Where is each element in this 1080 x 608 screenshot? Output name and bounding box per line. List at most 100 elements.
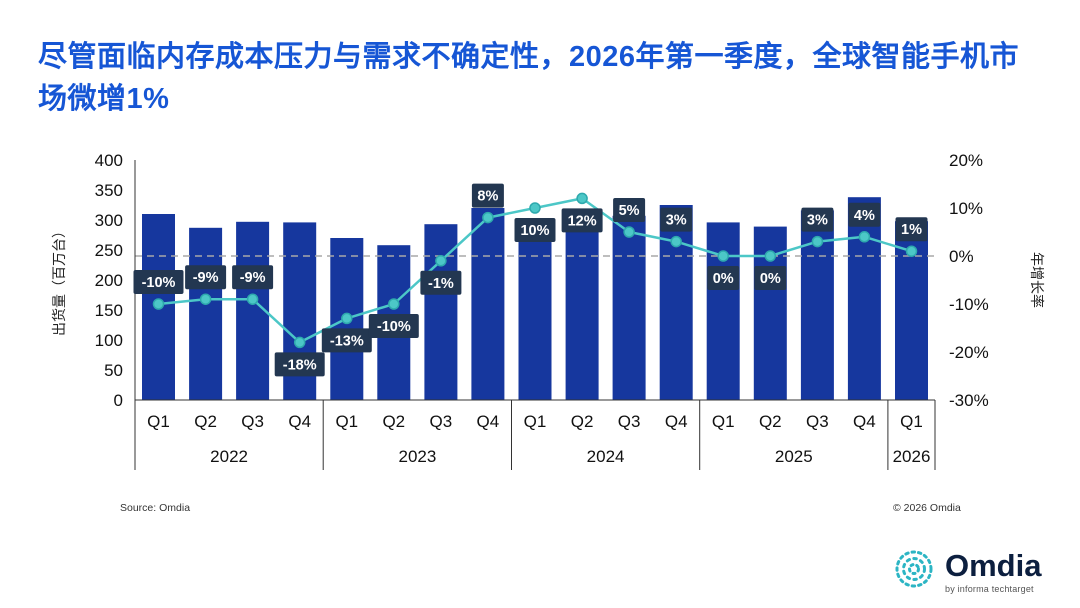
growth-line-marker [435,255,447,267]
x-axis-quarter-label: Q1 [335,412,358,431]
growth-label: 3% [801,207,834,232]
x-axis-year-label: 2023 [398,447,436,466]
svg-text:-13%: -13% [330,333,364,349]
x-axis-quarter-label: Q2 [759,412,782,431]
x-axis-quarter-label: Q2 [571,412,594,431]
x-axis-quarter-label: Q1 [900,412,923,431]
shipment-bar [518,222,552,400]
x-axis-quarter-label: Q3 [241,412,264,431]
y-axis-right-tick: 0% [949,247,974,266]
growth-line-marker [152,298,165,310]
growth-line-marker [717,250,729,262]
svg-text:-9%: -9% [193,270,219,286]
growth-label: -1% [420,270,462,295]
growth-line-marker [199,293,212,305]
x-axis-quarter-label: Q4 [665,412,688,431]
growth-line-marker [858,231,871,243]
svg-text:-1%: -1% [428,276,454,292]
y-axis-left-tick: 250 [95,241,123,260]
growth-label: -10% [368,314,419,338]
x-axis-quarter-label: Q4 [853,412,876,431]
growth-label: -18% [274,352,325,377]
y-axis-left-tick: 50 [104,361,123,380]
y-axis-right-tick: 10% [949,199,983,218]
growth-label: 0% [707,266,740,290]
y-axis-right-title: 年增长率 [1029,252,1045,308]
x-axis-quarter-label: Q1 [524,412,547,431]
x-axis-quarter-label: Q2 [382,412,405,431]
y-axis-right-tick: -20% [949,343,989,362]
svg-text:8%: 8% [477,189,498,205]
growth-line-marker [576,192,588,205]
growth-line-marker [293,336,306,349]
y-axis-left-tick: 150 [95,301,123,320]
growth-line-marker [246,293,259,305]
x-axis-quarter-label: Q3 [618,412,641,431]
svg-text:10%: 10% [520,223,549,239]
svg-text:0%: 0% [760,271,781,287]
shipment-bar [612,215,646,400]
y-axis-right-tick: -10% [949,295,989,314]
growth-line-marker [529,202,541,214]
growth-label: 3% [660,207,693,232]
shipment-bar [847,197,881,400]
x-axis-quarter-label: Q1 [712,412,735,431]
x-axis-quarter-label: Q3 [430,412,453,431]
growth-label: 4% [848,202,881,227]
growth-label: 0% [754,266,787,290]
x-axis-year-label: 2025 [775,447,813,466]
copyright-note: © 2026 Omdia [893,502,961,514]
svg-text:3%: 3% [666,213,687,229]
growth-label: 8% [471,183,504,208]
shipment-bar [706,222,740,400]
shipment-bar [189,227,223,400]
svg-text:1%: 1% [901,222,922,238]
growth-label: 1% [895,217,928,242]
svg-text:-10%: -10% [377,319,411,335]
svg-text:4%: 4% [854,208,875,224]
omdia-logo: Omdia by informa techtarget [893,548,1041,595]
x-axis-quarter-label: Q3 [806,412,829,431]
page-title: 尽管面临内存成本压力与需求不确定性，2026年第一季度，全球智能手机市场微增1% [38,41,1020,116]
growth-line-marker [764,250,777,262]
x-axis-quarter-label: Q4 [288,412,311,431]
growth-label: 10% [514,218,556,242]
x-axis-year-label: 2026 [893,447,931,466]
growth-line-marker [482,211,494,224]
omdia-logo-wordmark: Omdia [945,547,1042,583]
growth-label: 12% [561,208,603,233]
y-axis-left-title: 出货量（百万台） [51,224,67,336]
shipment-bar [471,208,505,400]
svg-text:0%: 0% [713,271,734,287]
chart: 0 50 100 150 200 250 300 350 400 20% 10% 0% -10% -20%… [51,151,1045,470]
growth-line-marker [905,245,918,257]
y-axis-left-tick: 100 [95,331,123,350]
shipment-bar [659,205,693,400]
svg-text:-9%: -9% [240,270,266,286]
y-axis-left-tick: 400 [95,151,123,170]
growth-label: -10% [133,270,184,294]
y-axis-left-tick: 300 [95,211,123,230]
growth-line-marker [388,298,400,310]
growth-label: -13% [321,328,372,353]
growth-line-marker [670,235,682,248]
growth-line-marker [341,312,353,325]
x-axis-quarter-label: Q2 [194,412,217,431]
source-note: Source: Omdia [120,502,191,514]
y-axis-left-tick: 350 [95,181,123,200]
omdia-logo-tagline: by informa techtarget [945,583,1034,594]
svg-text:5%: 5% [619,203,640,219]
growth-label: 5% [613,198,646,222]
growth-line-marker [623,226,635,238]
x-axis-year-label: 2022 [210,447,248,466]
growth-line-marker [811,235,824,248]
growth-label: -9% [232,265,274,290]
x-axis-year-label: 2024 [587,447,625,466]
svg-text:3%: 3% [807,213,828,229]
growth-label: -9% [185,265,227,290]
svg-text:-10%: -10% [142,275,176,291]
y-axis-right-tick: -30% [949,391,989,410]
svg-text:12%: 12% [568,213,597,229]
x-axis-quarter-label: Q1 [147,412,170,431]
